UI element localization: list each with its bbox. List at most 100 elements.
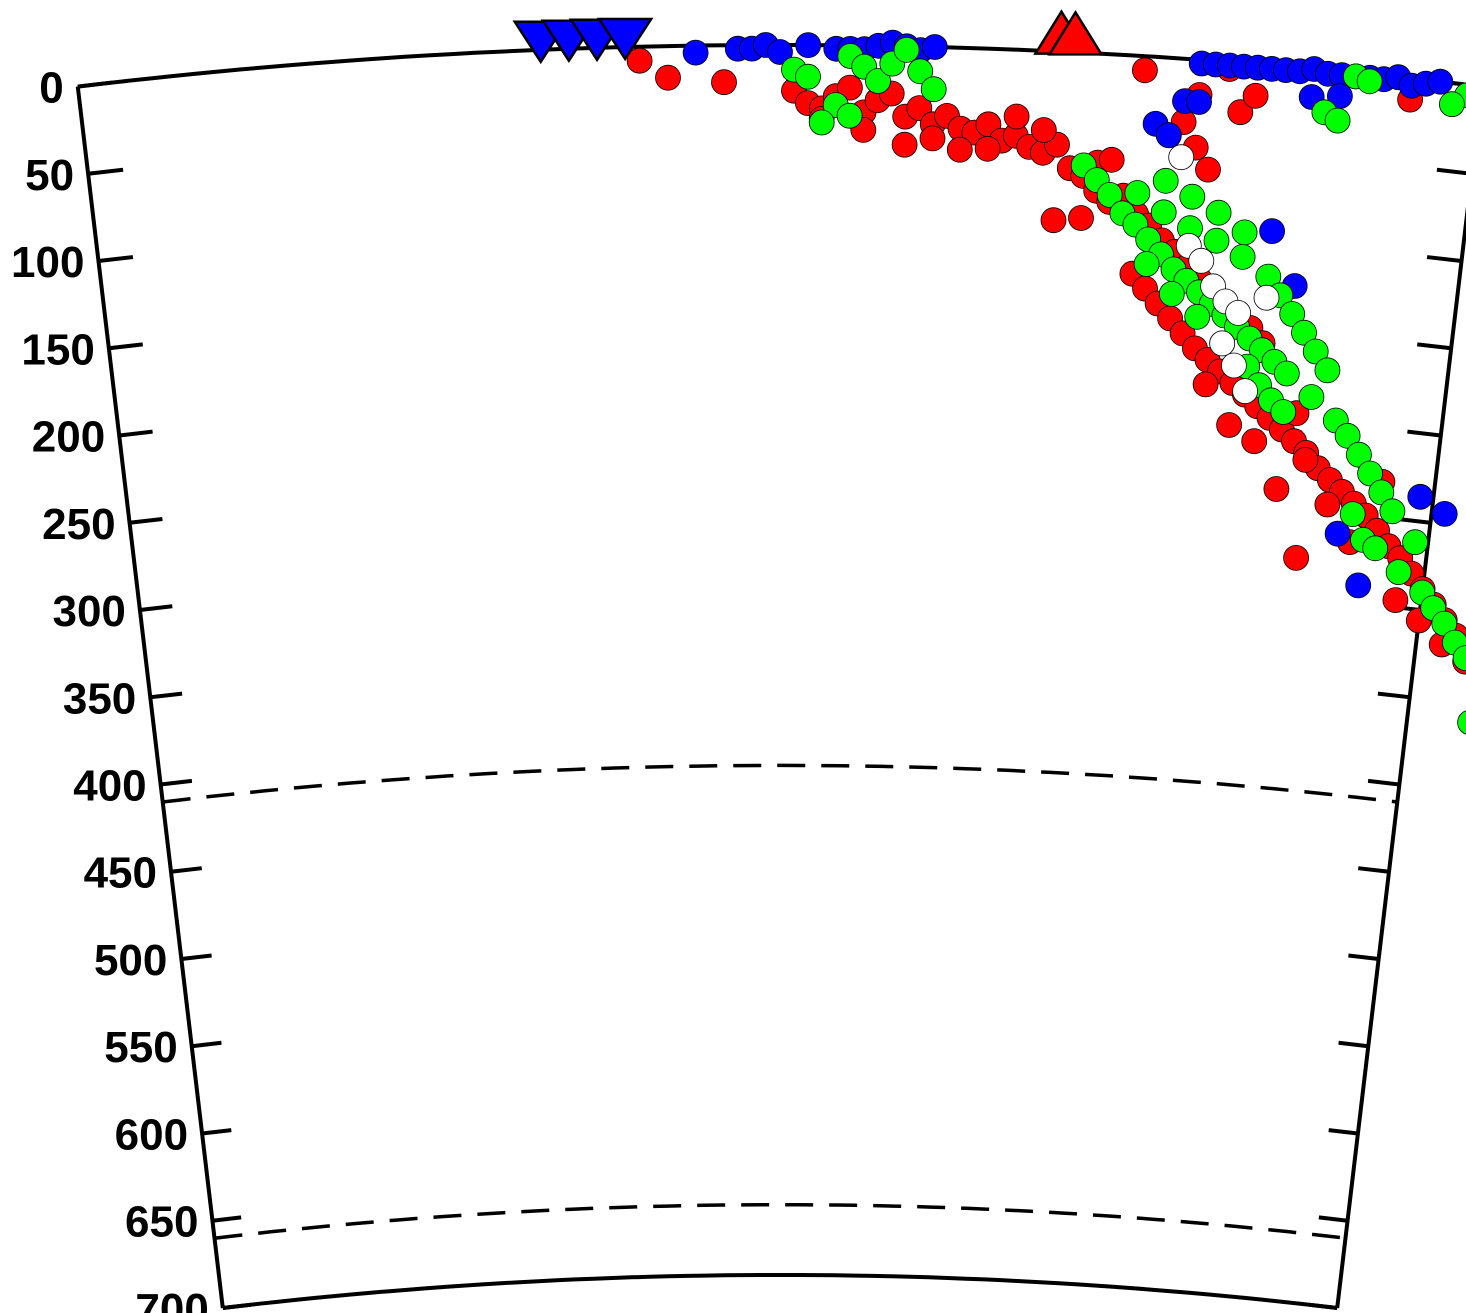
hypocenter-point (1203, 227, 1230, 254)
hypocenter-point (1273, 360, 1300, 387)
hypocenter-point (1096, 181, 1123, 208)
hypocenter-point (1221, 352, 1247, 379)
hypocenter-point (1362, 535, 1389, 562)
tick-right-650 (1318, 1215, 1348, 1223)
tick-left-650 (212, 1215, 242, 1223)
hypocenter-point (682, 39, 709, 66)
hypocenter-point (1184, 303, 1211, 330)
tick-label-650: 650 (125, 1198, 198, 1247)
hypocenter-point (921, 34, 948, 60)
hypocenter-point (1314, 357, 1341, 384)
hypocenter-point (893, 37, 920, 63)
hypocenter-point (1298, 384, 1325, 410)
hypocenter-point (1314, 491, 1341, 518)
tick-right-400 (1367, 778, 1400, 787)
hypocenter-point (1431, 501, 1458, 527)
hypocenter-point (1168, 144, 1195, 171)
hypocenter-point (1188, 247, 1215, 274)
tick-label-500: 500 (94, 936, 167, 985)
hypocenter-point (1263, 476, 1290, 502)
hypocenter-point (1241, 428, 1268, 455)
hypocenter-point (974, 135, 1001, 162)
hypocenter-point (1291, 319, 1317, 346)
hypocenter-point (1124, 180, 1151, 206)
hypocenter-point (1195, 156, 1221, 183)
hypocenter-point (1232, 378, 1258, 405)
tick-left-450 (170, 866, 203, 874)
hypocenter-point (1227, 99, 1254, 126)
hypocenter-point (795, 32, 822, 58)
hypocenter-point (1229, 243, 1256, 270)
hypocenter-point (1192, 371, 1219, 398)
tick-label-600: 600 (115, 1110, 188, 1159)
hypocenter-point (1427, 68, 1454, 95)
hypocenter-point (1179, 183, 1206, 210)
tick-left-0 (77, 80, 114, 89)
hypocenter-point (1205, 199, 1232, 226)
hypocenter-point (1402, 529, 1428, 556)
y-axis: 0 50 100 150 200 250 300 350 400 450 500 550 600 650 7… (11, 64, 1466, 1313)
hypocenter-point (1385, 559, 1412, 585)
hypocenter-point (1030, 117, 1057, 143)
hypocenter-point (626, 47, 653, 74)
tick-label-50: 50 (25, 151, 74, 200)
hypocenter-point (1292, 446, 1319, 473)
tick-left-50 (87, 167, 124, 176)
tick-right-700 (1308, 1302, 1338, 1310)
hypocenter-point (1439, 91, 1465, 118)
tick-right-550 (1338, 1040, 1369, 1049)
hypocenter-point (946, 136, 973, 163)
hypocenter-point (1457, 710, 1466, 735)
hypocenter-point (1155, 122, 1182, 149)
hypocenter-point (1283, 545, 1309, 571)
hypocenter-point (1242, 82, 1269, 109)
discontinuity-660 (214, 1202, 1346, 1240)
hypocenter-point (1302, 338, 1329, 365)
tick-left-550 (191, 1040, 222, 1049)
volcanic-arc-marker (1047, 9, 1104, 56)
tick-right-450 (1357, 866, 1390, 874)
hypocenter-point (1356, 68, 1383, 95)
tick-left-100 (98, 255, 134, 264)
hypocenter-point (891, 131, 918, 158)
hypocenter-point (1158, 280, 1185, 307)
plot-frame (75, 43, 1466, 1310)
tick-left-350 (150, 691, 183, 700)
tick-left-250 (129, 516, 163, 525)
hypocenter-point (1334, 422, 1361, 449)
tick-right-350 (1377, 691, 1410, 700)
hypocenter-point (1068, 205, 1094, 231)
discontinuity-410 (162, 763, 1398, 804)
tick-label-450: 450 (84, 849, 157, 898)
tick-right-150 (1417, 342, 1452, 351)
hypocenter-point (1098, 146, 1125, 173)
hypocenter-points (626, 29, 1466, 735)
tick-left-600 (201, 1128, 232, 1136)
tick-right-600 (1328, 1128, 1359, 1136)
tick-label-0: 0 (39, 64, 63, 113)
hypocenter-point (1324, 520, 1351, 547)
tick-label-700: 700 (135, 1285, 208, 1313)
hypocenter-point (1225, 299, 1251, 326)
hypocenter-point (1133, 251, 1160, 277)
tick-label-550: 550 (104, 1023, 177, 1072)
tick-right-250 (1397, 516, 1431, 525)
hypocenter-point (1253, 284, 1280, 311)
tick-label-300: 300 (52, 587, 125, 636)
hypocenter-point (1040, 207, 1067, 234)
tick-right-100 (1426, 255, 1462, 264)
tick-right-50 (1436, 167, 1466, 176)
hypocenter-point (1259, 218, 1285, 245)
hypocenter-point (1209, 330, 1236, 357)
hypocenter-point (907, 58, 934, 85)
tick-label-150: 150 (21, 325, 94, 374)
tick-label-350: 350 (63, 674, 136, 723)
hypocenter-point (795, 63, 821, 90)
tick-left-150 (108, 342, 143, 351)
hypocenter-point (919, 125, 946, 152)
hypocenter-point (1132, 57, 1158, 84)
tick-label-400: 400 (73, 762, 146, 811)
surface-markers (512, 9, 1104, 65)
hypocenter-point (1379, 498, 1406, 525)
